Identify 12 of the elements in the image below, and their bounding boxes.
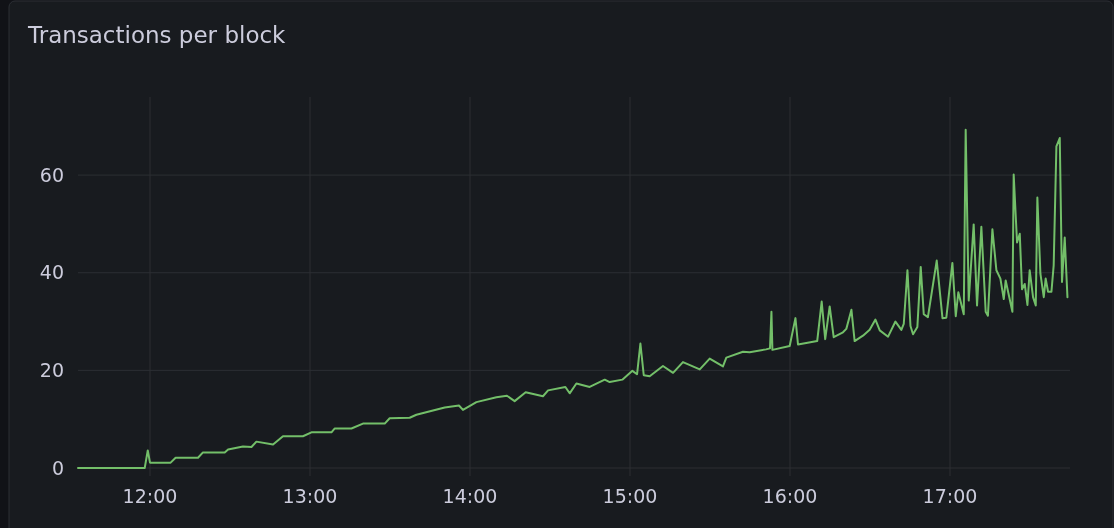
y-tick-label: 60 (39, 163, 64, 186)
x-tick-label: 15:00 (602, 485, 658, 507)
x-tick-label: 17:00 (922, 485, 978, 507)
x-tick-label: 14:00 (442, 485, 498, 507)
chart-title: Transactions per block (27, 22, 287, 48)
x-tick-label: 16:00 (762, 485, 818, 507)
x-tick-label: 12:00 (122, 485, 178, 507)
y-tick-label: 0 (51, 456, 64, 479)
x-tick-label: 13:00 (282, 485, 338, 507)
y-tick-label: 20 (39, 359, 64, 382)
y-tick-label: 40 (39, 261, 64, 284)
line-series (77, 128, 1069, 469)
